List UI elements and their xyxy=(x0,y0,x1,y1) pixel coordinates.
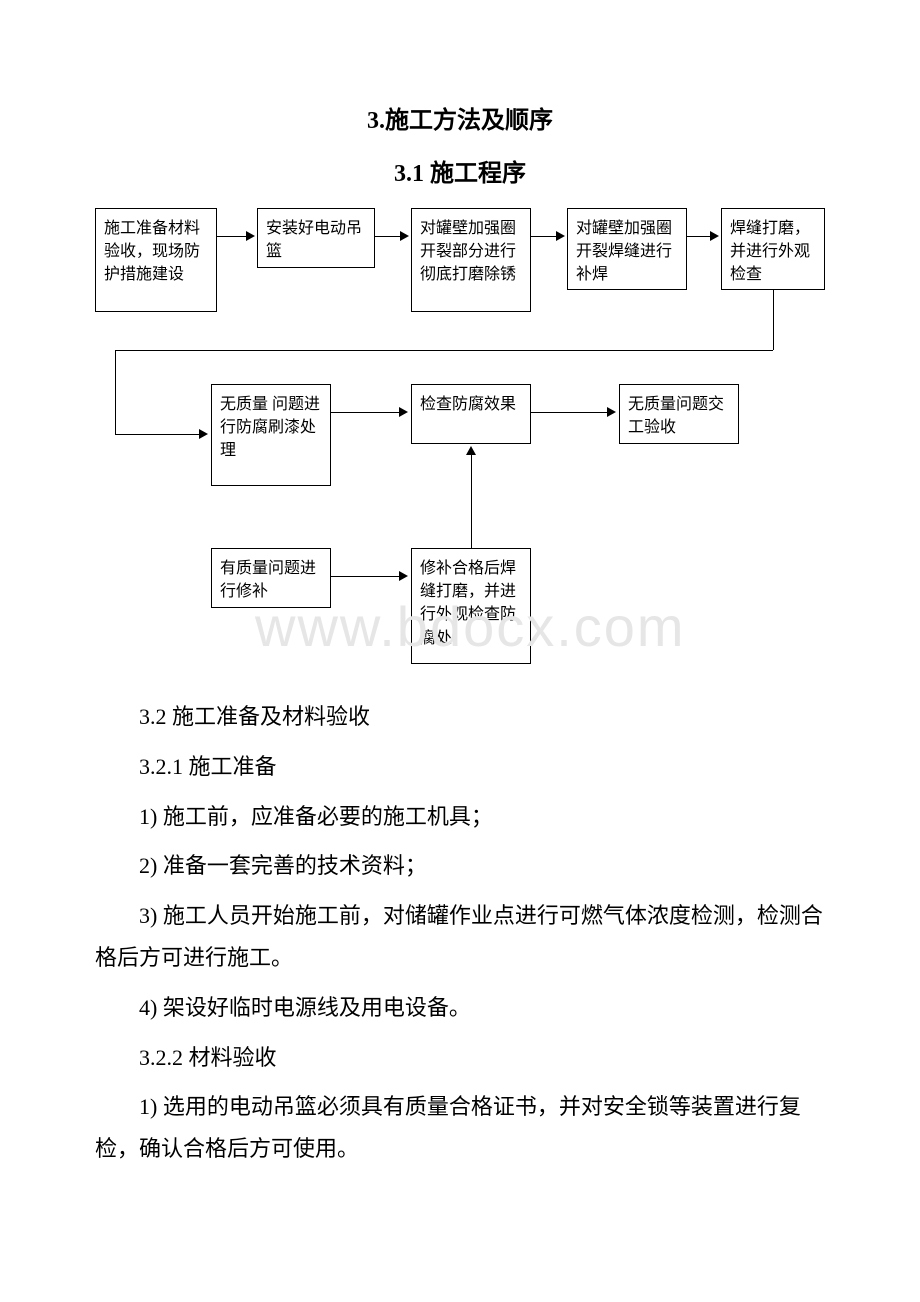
heading-methods: 3.施工方法及顺序 xyxy=(95,100,825,135)
para-3: 3) 施工人员开始施工前，对储罐作业点进行可燃气体浓度检测，检测合格后方可进行施… xyxy=(95,895,825,979)
node-weld: 对罐壁加强圈开裂焊缝进行补焊 xyxy=(567,208,687,290)
para-5: 1) 选用的电动吊篮必须具有质量合格证书，并对安全锁等装置进行复检，确认合格后方… xyxy=(95,1086,825,1170)
node-polish: 焊缝打磨，并进行外观检查 xyxy=(721,208,825,290)
section-3-2-2: 3.2.2 材料验收 xyxy=(95,1037,825,1079)
node-has-issue: 有质量问题进行修补 xyxy=(211,548,331,608)
section-3-2-1: 3.2.1 施工准备 xyxy=(95,746,825,788)
node-grind: 对罐壁加强圈开裂部分进行彻底打磨除锈 xyxy=(411,208,531,312)
arrow-icon xyxy=(399,407,408,417)
edge-9-10 xyxy=(331,576,401,577)
heading-procedure: 3.1 施工程序 xyxy=(95,153,825,188)
edge-2-3 xyxy=(375,236,402,237)
edge-10-7 xyxy=(471,454,472,548)
node-repair-ok: 修补合格后焊缝打磨，并进行外观检查防腐处 xyxy=(411,548,531,664)
node-basket: 安装好电动吊篮 xyxy=(257,208,375,268)
arrow-icon xyxy=(710,231,719,241)
edge-4-5 xyxy=(687,236,712,237)
para-4: 4) 架设好临时电源线及用电设备。 xyxy=(95,987,825,1029)
arrow-icon xyxy=(556,231,565,241)
arrow-icon xyxy=(466,446,476,455)
arrow-icon xyxy=(607,407,616,417)
edge-5-left xyxy=(115,350,773,351)
arrow-icon xyxy=(400,231,409,241)
edge-1-2 xyxy=(217,236,248,237)
edge-5-down xyxy=(773,290,774,350)
para-1: 1) 施工前，应准备必要的施工机具； xyxy=(95,796,825,838)
arrow-icon xyxy=(246,231,255,241)
edge-5-down2 xyxy=(115,350,116,434)
arrow-icon xyxy=(199,429,208,439)
edge-7-8 xyxy=(531,412,609,413)
node-check-effect: 检查防腐效果 xyxy=(411,384,531,444)
edge-entry-6 xyxy=(115,434,201,435)
node-prep: 施工准备材料验收，现场防护措施建设 xyxy=(95,208,217,312)
construction-flowchart: 施工准备材料验收，现场防护措施建设 安装好电动吊篮 对罐壁加强圈开裂部分进行彻底… xyxy=(95,208,825,668)
node-accept: 无质量问题交工验收 xyxy=(619,384,739,444)
edge-3-4 xyxy=(531,236,558,237)
edge-6-7 xyxy=(331,412,401,413)
para-2: 2) 准备一套完善的技术资料； xyxy=(95,845,825,887)
arrow-icon xyxy=(399,571,408,581)
node-anticorrosion: 无质量 问题进行防腐刷漆处理 xyxy=(211,384,331,486)
section-3-2: 3.2 施工准备及材料验收 xyxy=(95,696,825,738)
